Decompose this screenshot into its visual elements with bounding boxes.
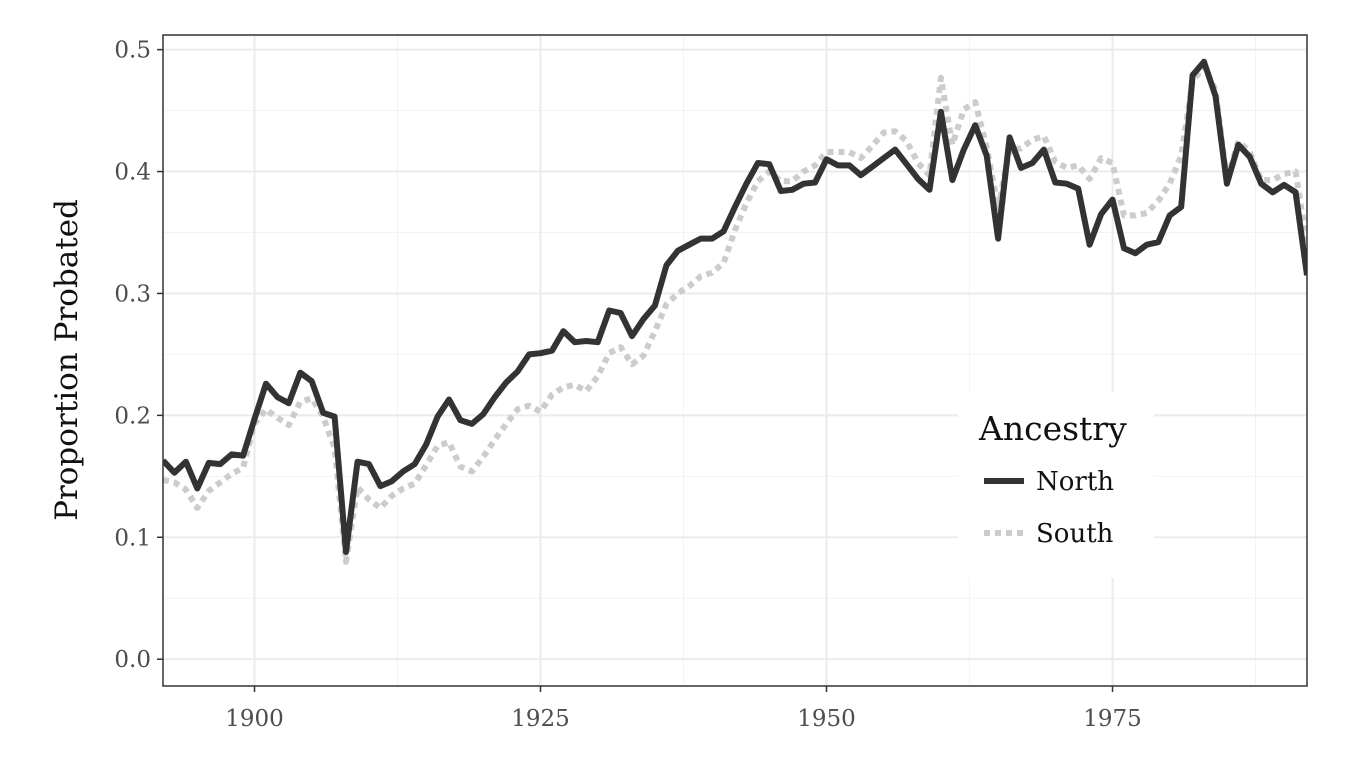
panel-border [162, 34, 1308, 687]
legend-label-south: South [1036, 519, 1114, 549]
grid [163, 35, 1307, 686]
axes: 1900 1925 1950 1975 0.0 0.1 0.2 0.3 0.4 0.5 [114, 38, 1141, 732]
legend-title: Ancestry [978, 409, 1127, 448]
series-layer [163, 58, 1307, 565]
y-tick-label: 0.3 [114, 281, 151, 307]
y-tick-label: 0.5 [114, 38, 151, 64]
legend-label-north: North [1036, 467, 1114, 497]
series-line-south [163, 63, 1307, 565]
x-tick-label: 1900 [225, 706, 284, 732]
legend-background [958, 392, 1154, 578]
series-line-north [163, 58, 1307, 555]
x-tick-label: 1925 [511, 706, 570, 732]
y-tick-label: 0.0 [114, 647, 151, 673]
y-tick-label: 0.2 [114, 403, 151, 429]
y-tick-label: 0.1 [114, 525, 151, 551]
x-tick-label: 1950 [797, 706, 856, 732]
y-axis-title: Proportion Probated [49, 199, 85, 521]
y-tick-label: 0.4 [114, 160, 151, 186]
x-tick-label: 1975 [1083, 706, 1142, 732]
legend: Ancestry North South [958, 392, 1154, 578]
